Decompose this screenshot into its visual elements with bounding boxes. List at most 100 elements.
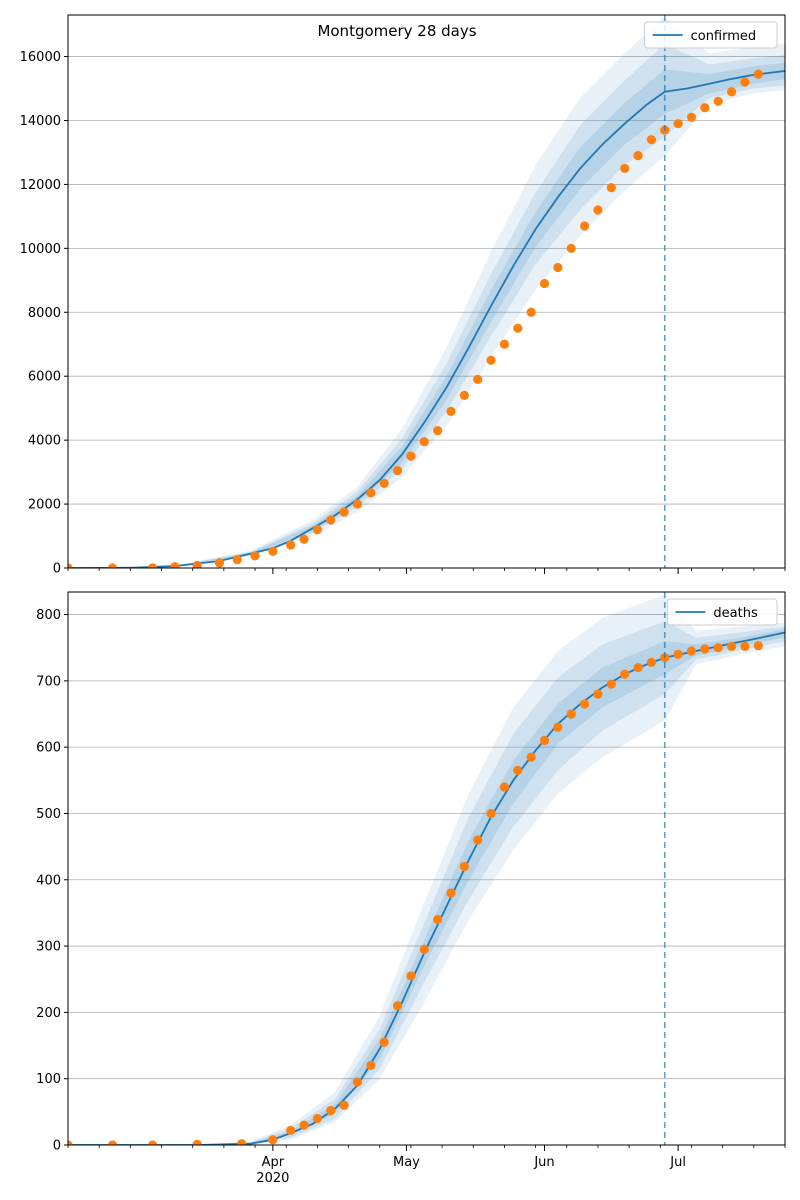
y-tick-label: 0 (53, 562, 61, 577)
y-tick-label: 2000 (28, 498, 61, 513)
chart-title: Montgomery 28 days (317, 22, 476, 40)
observed-point (713, 96, 723, 106)
observed-point (326, 515, 336, 525)
observed-point (700, 644, 710, 654)
observed-point (339, 507, 349, 517)
legend: deaths (666, 598, 778, 626)
y-tick-label: 6000 (28, 370, 61, 385)
x-tick-label: Jul (669, 1155, 686, 1170)
observed-point (392, 465, 403, 476)
y-tick-label: 0 (53, 1139, 61, 1154)
observed-point (326, 1105, 336, 1116)
observed-point (232, 555, 242, 565)
y-tick-label: 16000 (20, 50, 61, 65)
observed-point (406, 971, 416, 981)
uncertainty-band-middle (68, 621, 785, 1145)
uncertainty-band-middle (68, 43, 785, 568)
observed-point (473, 835, 483, 845)
observed-point (499, 782, 510, 792)
observed-point (237, 1139, 247, 1145)
observed-point (753, 69, 763, 79)
model-line-deaths (68, 631, 785, 1145)
observed-point (446, 888, 456, 898)
observed-point (633, 662, 643, 673)
observed-point (433, 425, 443, 436)
observed-point (646, 135, 656, 145)
y-tick-label: 8000 (28, 306, 61, 321)
observed-point (192, 560, 202, 568)
observed-point (250, 551, 260, 561)
observed-point (753, 641, 763, 651)
y-tick-label: 200 (36, 1006, 61, 1021)
observed-point (406, 451, 416, 461)
observed-point (352, 499, 363, 509)
observed-point (526, 307, 536, 317)
observed-point (513, 765, 523, 775)
observed-point (170, 562, 180, 568)
observed-point (673, 649, 683, 659)
observed-point (312, 1113, 322, 1124)
legend-box (666, 598, 778, 626)
observed-point (593, 205, 603, 215)
observed-point (646, 657, 656, 667)
x-year-label: 2020 (256, 1171, 289, 1186)
legend-label: deaths (713, 606, 758, 621)
plot-area (68, 16, 785, 568)
y-tick-label: 4000 (28, 434, 61, 449)
observed-point (686, 112, 697, 122)
observed-point (268, 546, 278, 556)
observed-point (553, 722, 563, 732)
observed-point (606, 679, 616, 689)
y-tick-label: 300 (36, 940, 61, 955)
observed-point (553, 262, 563, 273)
observed-point (579, 221, 590, 231)
observed-point (486, 355, 496, 365)
observed-point (148, 1140, 158, 1145)
observed-point (299, 1120, 309, 1130)
observed-point (68, 563, 73, 568)
y-tick-label: 600 (36, 741, 61, 756)
observed-point (379, 1037, 389, 1047)
observed-point (107, 563, 118, 568)
observed-point (339, 1100, 349, 1110)
observed-point (214, 558, 225, 568)
axes-frame (67, 14, 786, 569)
observed-point (459, 390, 469, 400)
observed-point (366, 1060, 376, 1071)
y-tick-label: 100 (36, 1072, 61, 1087)
axes-frame (67, 591, 786, 1146)
observed-point (579, 699, 590, 709)
y-tick-label: 400 (36, 873, 61, 888)
uncertainty-band-outer (68, 594, 785, 1145)
observed-point (686, 646, 697, 656)
observed-point (713, 643, 723, 653)
plot-area (68, 594, 785, 1145)
y-tick-label: 700 (36, 674, 61, 689)
observed-point (740, 77, 750, 87)
x-tick-label: May (393, 1155, 420, 1170)
y-tick-label: 500 (36, 807, 61, 822)
y-tick-label: 12000 (20, 178, 61, 193)
observed-point (539, 735, 550, 746)
observed-point (459, 861, 469, 872)
observed-point (593, 689, 603, 699)
observed-point (392, 1001, 403, 1011)
uncertainty-band-outer (68, 16, 785, 568)
observed-point (286, 540, 296, 550)
observed-point (299, 534, 309, 544)
observed-point (419, 437, 429, 447)
observed-point (473, 374, 483, 385)
x-tick-label: Apr (262, 1155, 285, 1170)
confirmed-panel: 0 2000 4000 6000 8000 10000 12000 14000 16000 con… (20, 14, 786, 577)
y-tick-label: 14000 (20, 114, 61, 129)
observed-point (513, 323, 523, 333)
observed-point (633, 151, 643, 161)
model-line-confirmed (68, 70, 785, 568)
legend-label: confirmed (691, 29, 757, 44)
observed-point (68, 1140, 73, 1145)
uncertainty-band-inner (68, 629, 785, 1145)
legend: confirmed (644, 21, 778, 49)
observed-point (192, 1139, 202, 1145)
observed-point (726, 87, 737, 97)
observed-point (606, 183, 616, 193)
